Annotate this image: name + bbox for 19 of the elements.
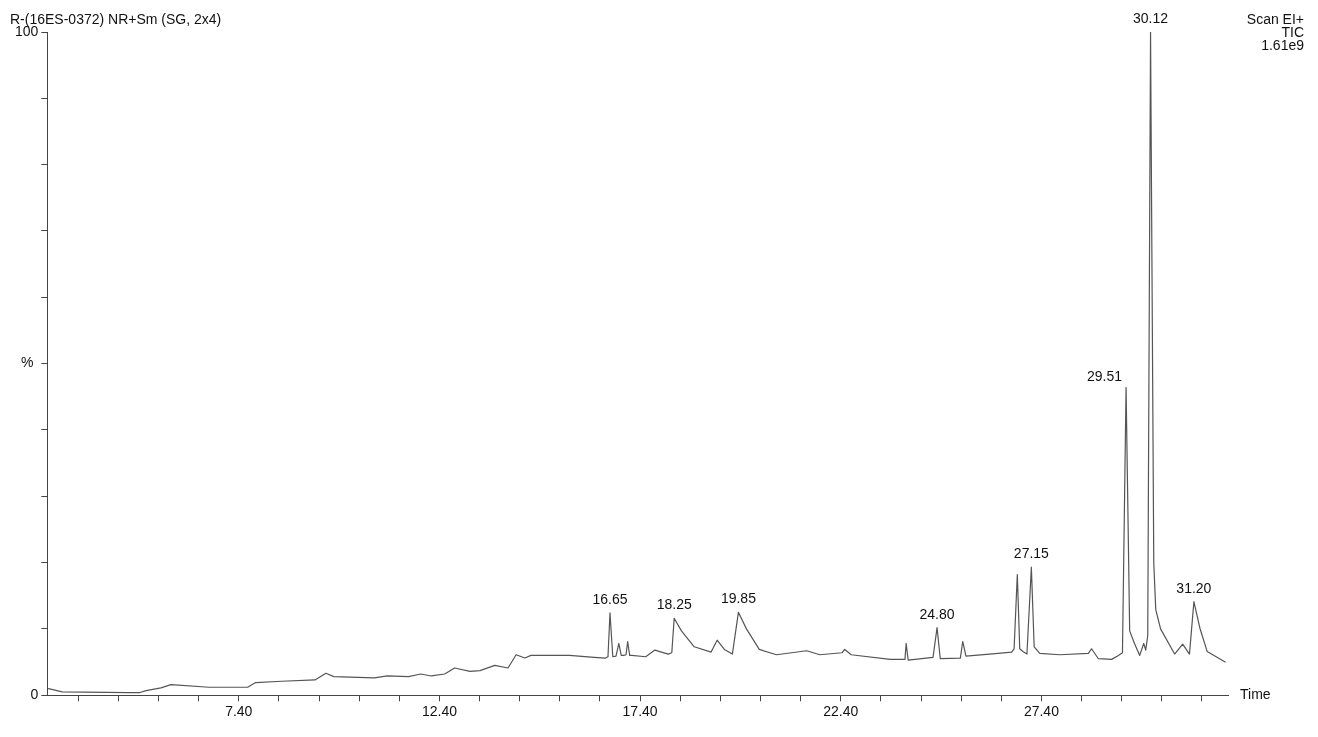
x-axis-title: Time [1240, 686, 1271, 703]
x-tick-label: 12.40 [421, 703, 458, 720]
text: Scan EI+ [1246, 11, 1304, 27]
annotation: 24.80 [919, 605, 955, 622]
y-axis-title: % [20, 354, 34, 371]
annotation: 31.20 [1176, 579, 1212, 596]
annotation: 27.15 [1013, 545, 1050, 562]
x-tick-label: 22.40 [823, 703, 859, 720]
x-tick-label: 27.40 [1023, 703, 1060, 720]
annotation: 16.65 [592, 590, 628, 607]
text: 1.61e9 [1261, 37, 1305, 53]
x-tick-label: 17.40 [622, 703, 658, 720]
text: TIC [1281, 24, 1304, 40]
annotation: 18.25 [656, 596, 692, 613]
annotation: 19.85 [720, 590, 757, 607]
annotation: 30.12 [1133, 10, 1169, 26]
y-tick-label: 0 [30, 686, 39, 703]
x-tick-label: 7.40 [225, 703, 253, 720]
annotation: 29.51 [1087, 368, 1123, 385]
